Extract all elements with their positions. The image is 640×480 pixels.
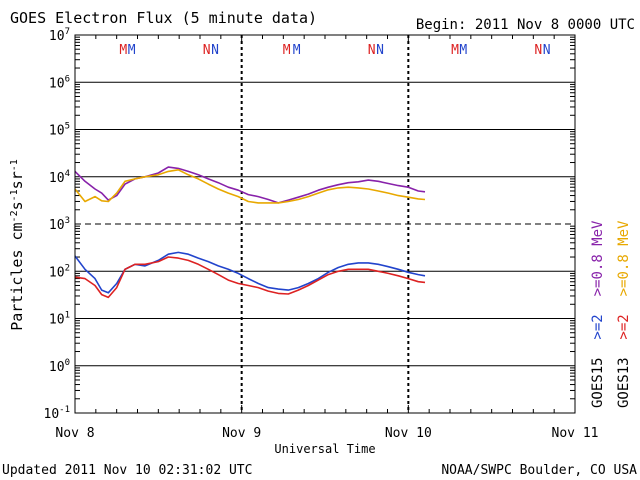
x-tick-label: Nov 8	[55, 426, 94, 441]
marker-m: M	[459, 43, 467, 58]
grid-lines	[75, 35, 575, 413]
y-axis-label: Particles cm-2s-1sr-1	[8, 159, 26, 331]
y-tick-label: 106	[49, 74, 70, 91]
marker-n: N	[376, 43, 384, 58]
marker-m: M	[128, 43, 136, 58]
marker-n: N	[534, 43, 542, 58]
legend: GOES15 >=2 >=0.8 MeV GOES13 >=2 >=0.8 MeV	[590, 220, 632, 408]
plot-frame	[74, 34, 576, 414]
y-tick-label: 102	[49, 263, 70, 280]
x-axis-label: Universal Time	[274, 442, 375, 456]
y-tick-label: 101	[49, 311, 70, 328]
marker-n: N	[211, 43, 219, 58]
legend-entry: >=0.8 MeV	[616, 220, 632, 296]
y-tick-label: 10-1	[44, 405, 71, 422]
x-tick-labels: Nov 8 Nov 9 Nov 10 Nov 11	[55, 426, 598, 441]
legend-entry: >=2	[590, 314, 606, 339]
legend-entry: >=2	[616, 314, 632, 339]
marker-m: M	[293, 43, 301, 58]
x-tick-label: Nov 9	[222, 426, 261, 441]
begin-label: Begin: 2011 Nov 8 0000 UTC	[416, 17, 635, 33]
marker-m: M	[119, 43, 127, 58]
series-goes13-2-mev	[74, 256, 426, 299]
y-tick-labels: 107 106 105 104 103 102 101 100 10-1	[44, 27, 71, 422]
marker-n: N	[203, 43, 211, 58]
source-credit: NOAA/SWPC Boulder, CO USA	[441, 463, 637, 478]
y-tick-label: 105	[49, 122, 70, 139]
y-tick-label: 100	[49, 358, 70, 375]
series-goes15-0-8-mev	[74, 166, 426, 204]
series-goes13-0-8-mev	[74, 169, 426, 204]
series-goes15-2-mev	[74, 251, 426, 294]
data-series	[74, 166, 426, 299]
legend-entry: GOES15	[590, 357, 606, 408]
marker-m: M	[451, 43, 459, 58]
chart-title: GOES Electron Flux (5 minute data)	[10, 9, 317, 27]
x-tick-label: Nov 10	[385, 426, 432, 441]
marker-n: N	[368, 43, 376, 58]
axis-ticks	[74, 35, 576, 413]
marker-m: M	[283, 43, 291, 58]
y-tick-label: 103	[49, 216, 70, 233]
updated-timestamp: Updated 2011 Nov 10 02:31:02 UTC	[2, 463, 252, 478]
x-tick-label: Nov 11	[552, 426, 599, 441]
y-tick-label: 107	[49, 27, 70, 44]
legend-entry: GOES13	[616, 357, 632, 408]
marker-n: N	[543, 43, 551, 58]
y-tick-label: 104	[49, 169, 70, 186]
legend-entry: >=0.8 MeV	[590, 220, 606, 296]
